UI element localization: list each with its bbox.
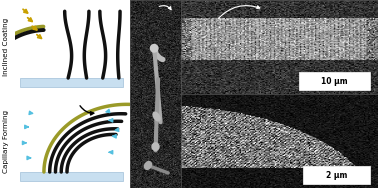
Ellipse shape (144, 161, 152, 169)
Text: Capillary Forming: Capillary Forming (3, 109, 9, 173)
Bar (303, 166, 370, 184)
Ellipse shape (152, 143, 159, 150)
Ellipse shape (150, 45, 158, 52)
Text: 10 μm: 10 μm (321, 77, 348, 86)
Text: Inclined Coating: Inclined Coating (3, 18, 9, 76)
Bar (299, 72, 370, 90)
FancyBboxPatch shape (20, 78, 124, 87)
Ellipse shape (153, 112, 160, 121)
Text: 2 μm: 2 μm (326, 171, 347, 180)
FancyBboxPatch shape (20, 172, 124, 181)
